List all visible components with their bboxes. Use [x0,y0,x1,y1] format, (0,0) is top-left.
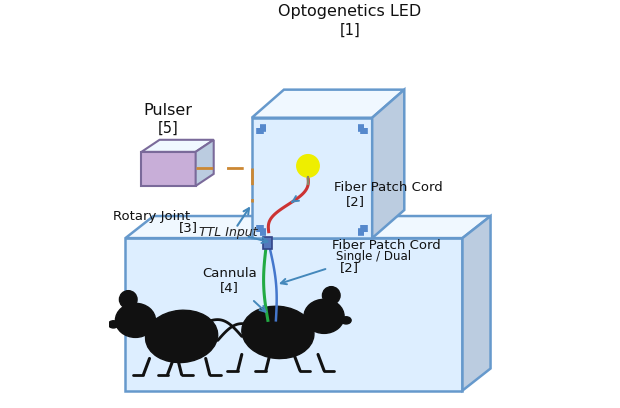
Ellipse shape [115,303,156,337]
Circle shape [297,155,319,177]
Text: [3]: [3] [179,221,198,234]
Polygon shape [141,140,214,152]
Ellipse shape [341,317,351,324]
Bar [264,237,272,248]
Polygon shape [125,238,463,390]
Polygon shape [196,140,214,186]
Text: [5]: [5] [158,121,179,136]
Polygon shape [125,216,490,238]
Polygon shape [372,90,404,238]
Text: Optogenetics LED: Optogenetics LED [278,4,422,20]
Text: TTL Input: TTL Input [198,226,257,239]
Text: [2]: [2] [346,195,365,208]
Ellipse shape [146,310,218,363]
Text: [4]: [4] [220,281,239,294]
Polygon shape [463,216,490,390]
Ellipse shape [304,299,344,333]
Text: Fiber Patch Cord: Fiber Patch Cord [332,239,441,252]
Text: Pulser: Pulser [144,103,193,118]
Ellipse shape [108,321,118,328]
Circle shape [120,290,137,308]
Polygon shape [252,118,372,238]
Text: Fiber Patch Cord: Fiber Patch Cord [334,181,443,194]
Ellipse shape [242,306,314,359]
Text: [2]: [2] [340,261,359,274]
Circle shape [322,287,340,304]
Polygon shape [141,152,196,186]
Text: Cannula: Cannula [202,267,257,280]
Text: Rotary Joint: Rotary Joint [112,210,190,223]
Polygon shape [252,90,404,118]
Text: Single / Dual: Single / Dual [336,251,411,264]
Text: [1]: [1] [340,22,360,38]
